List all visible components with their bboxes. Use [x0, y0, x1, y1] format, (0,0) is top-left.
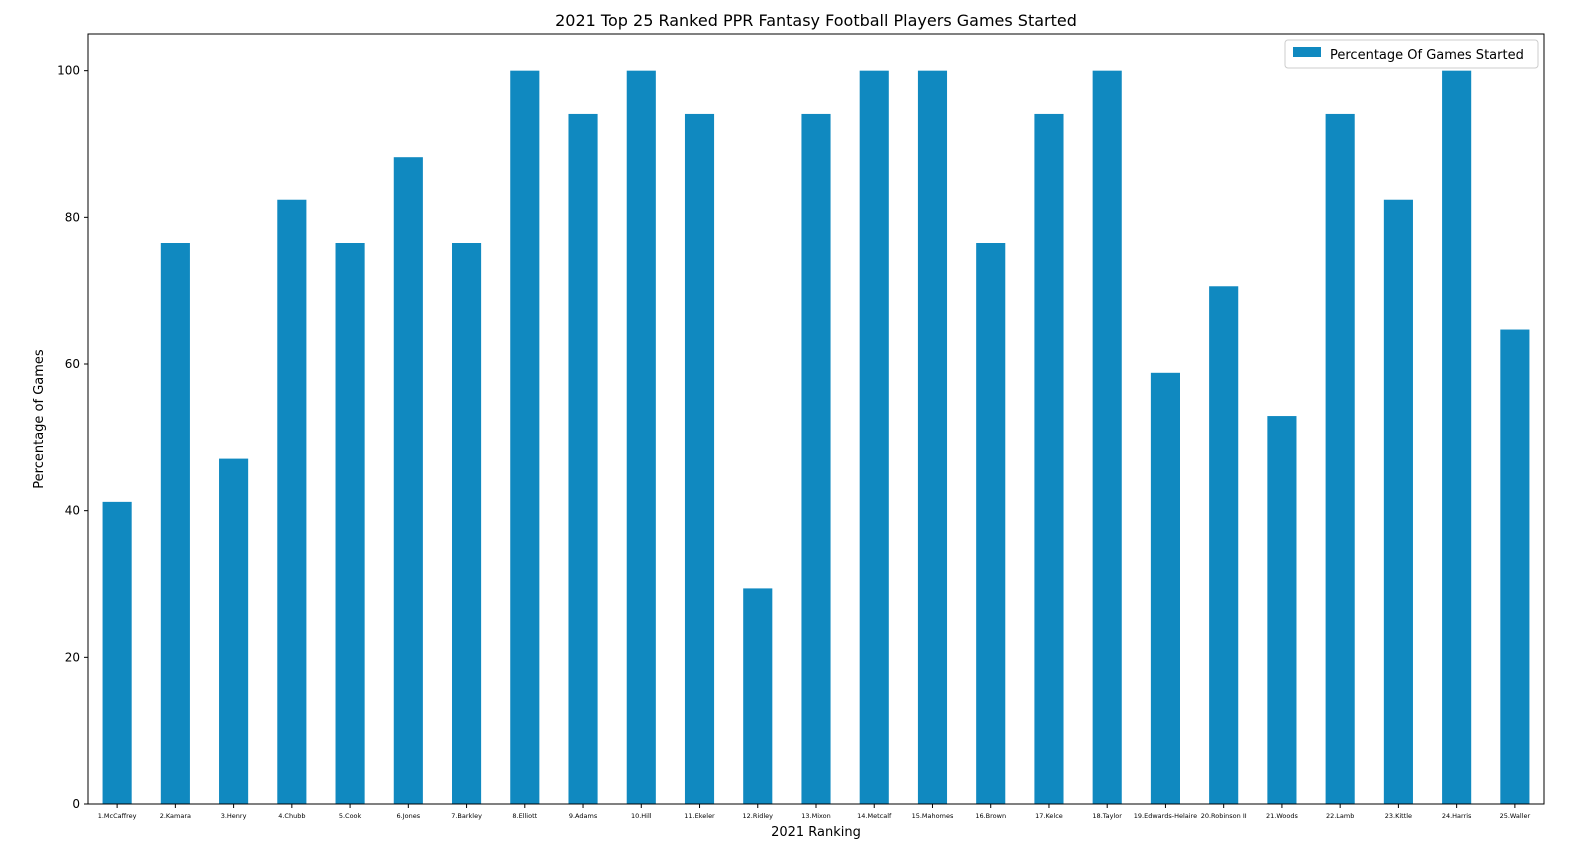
bar: [684, 113, 715, 804]
x-tick-label: 14.Metcalf: [857, 812, 892, 820]
bar: [743, 588, 773, 804]
bar: [452, 243, 482, 804]
x-tick-label: 25.Waller: [1500, 812, 1531, 820]
x-tick-label: 23.Kittle: [1385, 812, 1412, 820]
bar: [1209, 286, 1239, 804]
x-axis-ticks: 1.McCaffrey 2.Kamara 3.Henry 4.Chubb 5.Cook 6…: [98, 804, 1531, 820]
bar: [1267, 416, 1297, 804]
bar: [976, 243, 1006, 804]
legend-box: [1284, 39, 1539, 69]
x-tick-label: 12.Ridley: [743, 812, 774, 820]
x-tick-label: 8.Elliott: [512, 812, 537, 820]
y-tick-label: 100: [57, 64, 80, 78]
x-axis-label: 2021 Ranking: [771, 825, 861, 840]
x-tick-label: 18.Taylor: [1092, 812, 1122, 820]
bar: [1442, 70, 1472, 804]
y-tick-label: 40: [65, 504, 80, 518]
x-tick-label: 24.Harris: [1442, 812, 1472, 820]
x-tick-label: 4.Chubb: [278, 812, 305, 820]
bar: [1092, 70, 1122, 804]
bar: [917, 70, 948, 804]
x-tick-label: 13.Mixon: [801, 812, 831, 820]
x-tick-label: 6.Jones: [397, 812, 421, 820]
bar: [1034, 113, 1064, 804]
bar: [1150, 372, 1180, 804]
x-tick-label: 20.Robinson II: [1201, 812, 1247, 820]
bar: [510, 70, 540, 804]
x-tick-label: 21.Woods: [1266, 812, 1298, 820]
x-tick-label: 2.Kamara: [160, 812, 191, 820]
y-axis-label: Percentage of Games: [32, 349, 47, 489]
x-tick-label: 9.Adams: [569, 812, 598, 820]
bar: [219, 458, 249, 804]
x-tick-label: 17.Kelce: [1035, 812, 1063, 820]
bar: [859, 70, 889, 804]
legend-swatch: [1293, 47, 1321, 57]
bar: [801, 113, 831, 804]
legend: Percentage Of Games Started: [1284, 39, 1539, 69]
x-tick-label: 3.Henry: [221, 812, 247, 820]
y-axis-ticks: 0 20 40 60 80 100: [57, 64, 88, 811]
x-tick-label: 1.McCaffrey: [98, 812, 137, 820]
bar: [335, 243, 365, 804]
bar: [626, 70, 656, 804]
bar: [568, 113, 598, 804]
legend-label: Percentage Of Games Started: [1330, 48, 1524, 63]
x-tick-label: 16.Brown: [975, 812, 1006, 820]
bar: [277, 199, 307, 804]
chart-title: 2021 Top 25 Ranked PPR Fantasy Football …: [555, 11, 1077, 30]
bar: [160, 243, 190, 804]
x-tick-label: 11.Ekeler: [684, 812, 715, 820]
y-tick-label: 80: [65, 210, 80, 224]
plot-frame: [87, 33, 1545, 805]
x-tick-label: 19.Edwards-Helaire: [1134, 812, 1197, 820]
y-tick-label: 60: [65, 357, 80, 371]
x-tick-label: 22.Lamb: [1326, 812, 1354, 820]
bar: [1325, 113, 1355, 804]
y-tick-label: 0: [72, 797, 80, 811]
bar: [102, 501, 132, 804]
x-tick-label: 10.Hill: [631, 812, 652, 820]
bar: [1500, 329, 1530, 804]
x-tick-label: 5.Cook: [339, 812, 362, 820]
x-tick-label: 7.Barkley: [451, 812, 482, 820]
bar: [1383, 199, 1413, 804]
y-tick-label: 20: [65, 650, 80, 664]
x-tick-label: 15.Mahomes: [912, 812, 954, 820]
bar: [393, 157, 423, 804]
bars-layer: [102, 70, 1530, 804]
